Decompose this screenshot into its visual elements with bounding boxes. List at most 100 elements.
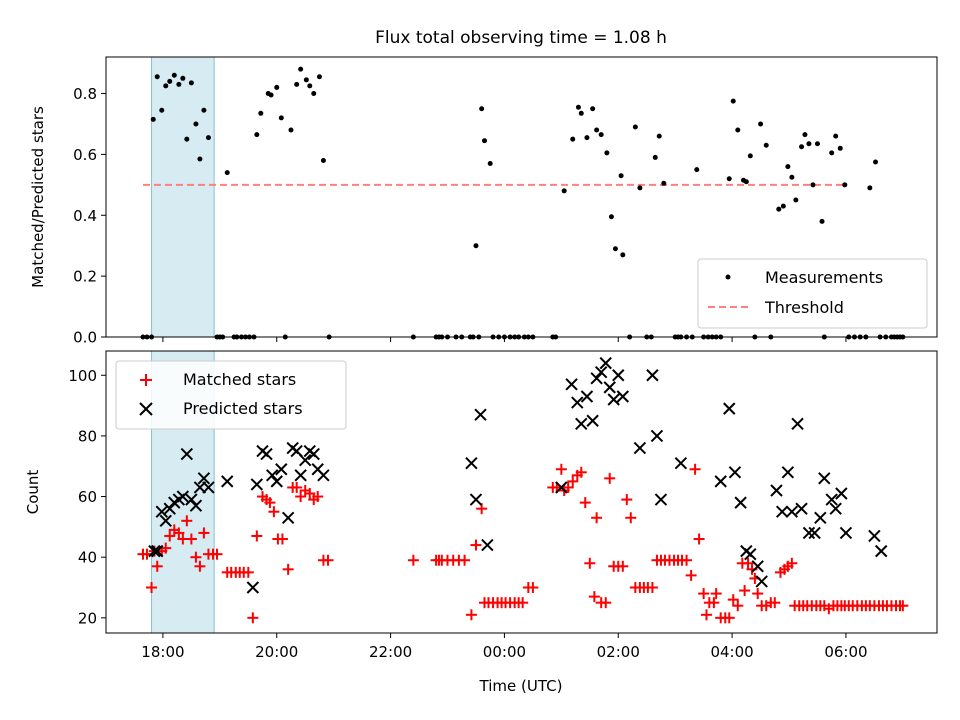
matched-star-point bbox=[190, 551, 202, 563]
matched-star-point bbox=[291, 481, 303, 493]
matched-star-point bbox=[295, 491, 307, 503]
y-tick-label: 100 bbox=[68, 367, 97, 385]
matched-star-point bbox=[268, 506, 280, 518]
predicted-star-point bbox=[590, 372, 603, 385]
x-tick-label: 02:00 bbox=[597, 643, 640, 661]
measurement-point bbox=[837, 145, 843, 151]
predicted-star-point bbox=[650, 429, 664, 443]
matched-star-point bbox=[465, 609, 477, 621]
measurement-point bbox=[205, 135, 211, 141]
measurement-point bbox=[819, 218, 825, 224]
measurement-point bbox=[224, 170, 230, 176]
matched-star-point bbox=[322, 554, 334, 566]
predicted-star-point bbox=[751, 560, 764, 573]
measurement-point bbox=[584, 135, 590, 141]
predicted-star-point bbox=[775, 505, 789, 518]
matched-star-point bbox=[181, 515, 193, 527]
predicted-star-point bbox=[612, 369, 625, 382]
y-tick-label: 60 bbox=[78, 488, 97, 506]
predicted-star-point bbox=[814, 511, 827, 524]
measurement-point bbox=[758, 121, 764, 127]
predicted-star-point bbox=[250, 478, 264, 491]
y-tick-label: 80 bbox=[78, 427, 97, 445]
predicted-star-point bbox=[317, 469, 330, 482]
predicted-star-point bbox=[616, 390, 630, 403]
bottom-legend: Matched stars Predicted stars bbox=[115, 360, 347, 430]
matched-star-point bbox=[160, 542, 172, 554]
matched-star-point bbox=[282, 563, 294, 575]
matched-star-point bbox=[242, 566, 254, 578]
predicted-star-point bbox=[555, 481, 568, 494]
measurement-point bbox=[604, 150, 610, 156]
matched-star-point bbox=[579, 497, 591, 509]
measurement-point bbox=[288, 127, 294, 133]
top-axes-frame bbox=[105, 56, 938, 338]
matched-star-point bbox=[698, 588, 710, 600]
measurement-point bbox=[188, 80, 194, 86]
measurement-point bbox=[159, 107, 165, 113]
predicted-star-point bbox=[734, 496, 747, 509]
matched-star-point bbox=[625, 512, 637, 524]
measurement-point bbox=[479, 106, 485, 112]
legend-label-threshold: Threshold bbox=[764, 298, 844, 317]
matched-star-point bbox=[689, 463, 701, 475]
matched-star-point bbox=[621, 494, 633, 506]
predicted-star-point bbox=[781, 466, 795, 479]
predicted-star-point bbox=[575, 417, 588, 430]
legend-marker-measurements bbox=[725, 274, 731, 280]
predicted-star-point bbox=[818, 472, 831, 485]
top-y-ticks: 0.0 0.2 0.4 0.6 0.8 bbox=[73, 85, 106, 347]
predicted-star-point bbox=[755, 575, 768, 588]
top-panel: 0.00.20.40.60.8 Matched/Predicted stars … bbox=[29, 56, 938, 347]
matched-star-point bbox=[700, 609, 712, 621]
x-axis-label: Time (UTC) bbox=[479, 677, 563, 695]
y-tick-label: 0.6 bbox=[73, 146, 97, 164]
measurement-point bbox=[307, 83, 313, 89]
bottom-x-ticks: 18:00 20:00 22:00 00:00 02:00 04:00 06:00 bbox=[141, 633, 868, 661]
predicted-star-point bbox=[281, 511, 295, 524]
matched-star-point bbox=[251, 530, 263, 542]
measurement-point bbox=[652, 154, 658, 160]
matched-star-point bbox=[897, 600, 909, 612]
matched-star-point bbox=[407, 554, 419, 566]
matched-star-point bbox=[211, 548, 223, 560]
predicted-star-point bbox=[580, 390, 594, 403]
measurement-point bbox=[842, 182, 848, 188]
measurement-point bbox=[590, 106, 596, 112]
matched-star-point bbox=[164, 530, 176, 542]
measurement-point bbox=[598, 132, 604, 138]
measurement-point bbox=[814, 141, 820, 147]
predicted-star-point bbox=[868, 529, 881, 543]
measurement-point bbox=[833, 133, 839, 139]
predicted-star-point bbox=[469, 493, 483, 506]
predicted-star-point bbox=[155, 505, 168, 518]
measurement-point bbox=[320, 157, 326, 163]
chart-title: Flux total observing time = 1.08 h bbox=[375, 28, 667, 48]
predicted-star-point bbox=[465, 456, 478, 470]
measurement-point bbox=[311, 91, 317, 97]
y-tick-label: 0.4 bbox=[73, 207, 97, 225]
predicted-star-point bbox=[770, 484, 783, 497]
measurement-point bbox=[789, 174, 795, 180]
matched-star-point bbox=[646, 582, 658, 594]
predicted-star-point bbox=[646, 369, 659, 382]
matched-stars-points bbox=[137, 463, 909, 624]
measurement-point bbox=[578, 110, 584, 116]
measurement-point bbox=[661, 180, 667, 186]
predicted-star-point bbox=[246, 581, 260, 594]
predicted-star-point bbox=[586, 414, 599, 427]
matched-star-point bbox=[194, 560, 206, 572]
matched-star-point bbox=[555, 463, 567, 475]
predicted-stars-points bbox=[148, 356, 888, 594]
measurement-point bbox=[298, 66, 304, 72]
measurement-point bbox=[620, 252, 626, 258]
measurement-point bbox=[743, 179, 749, 185]
measurement-point bbox=[171, 72, 177, 78]
measurement-point bbox=[802, 132, 808, 138]
matched-star-point bbox=[591, 512, 603, 524]
measurement-point bbox=[193, 121, 199, 127]
matched-star-point bbox=[739, 585, 751, 597]
predicted-star-point bbox=[723, 402, 736, 415]
measurement-point bbox=[608, 214, 614, 220]
predicted-star-point bbox=[785, 505, 799, 518]
